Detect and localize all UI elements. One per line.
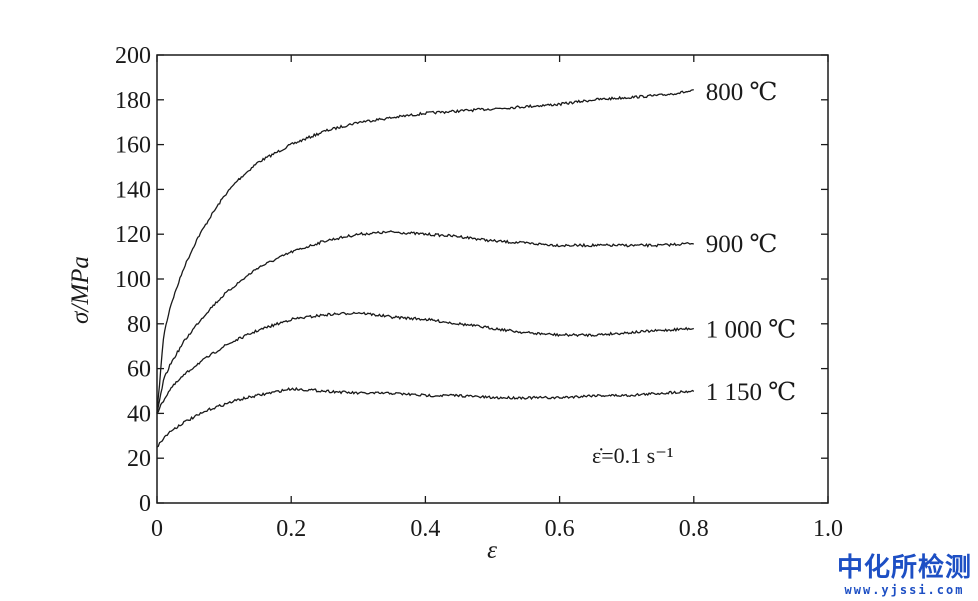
watermark-text: 中化所检测 bbox=[836, 553, 972, 583]
series-label-3: 1 150 ℃ bbox=[706, 379, 796, 406]
y-tick-label: 200 bbox=[115, 43, 151, 69]
plot-frame bbox=[156, 54, 829, 504]
series-labels: 800 ℃ 900 ℃ 1 000 ℃ 1 150 ℃ bbox=[706, 79, 796, 406]
y-tick-label: 180 bbox=[115, 88, 151, 114]
y-tick-label: 0 bbox=[139, 491, 151, 517]
axis-ticks: 0 0.2 0.4 0.6 0.8 1.0 0 20 40 60 80 100 120 140 160 180… bbox=[115, 43, 843, 542]
y-tick-label: 140 bbox=[115, 177, 151, 203]
y-tick-label: 80 bbox=[127, 312, 151, 338]
series-line-1 bbox=[156, 230, 694, 414]
series-label-2: 1 000 ℃ bbox=[706, 316, 796, 343]
series-label-1: 900 ℃ bbox=[706, 231, 778, 258]
x-tick-label: 0.4 bbox=[410, 516, 440, 542]
x-tick-label: 0.6 bbox=[545, 516, 575, 542]
y-tick-label: 120 bbox=[115, 222, 151, 248]
series-lines bbox=[156, 89, 695, 448]
watermark: 中化所检测 www.yjssi.com bbox=[837, 553, 972, 597]
strain-rate-annotation: ε̇=0.1 s⁻¹ bbox=[592, 443, 673, 468]
series-line-2 bbox=[156, 311, 694, 414]
y-tick-label: 100 bbox=[115, 267, 151, 293]
y-tick-label: 20 bbox=[127, 446, 151, 472]
y-tick-label: 40 bbox=[127, 401, 151, 427]
watermark-url: www.yjssi.com bbox=[844, 583, 965, 597]
series-line-3 bbox=[156, 386, 695, 448]
series-label-0: 800 ℃ bbox=[706, 79, 778, 106]
x-tick-label: 0 bbox=[151, 516, 163, 542]
y-axis-title: σ/MPa bbox=[67, 256, 94, 324]
x-tick-label: 0.8 bbox=[679, 516, 709, 542]
series-line-0 bbox=[156, 89, 694, 414]
x-tick-label: 0.2 bbox=[276, 516, 306, 542]
y-tick-label: 160 bbox=[115, 133, 151, 159]
y-tick-label: 60 bbox=[127, 357, 151, 383]
x-tick-label: 1.0 bbox=[813, 516, 843, 542]
x-axis-title: ε bbox=[487, 537, 497, 564]
